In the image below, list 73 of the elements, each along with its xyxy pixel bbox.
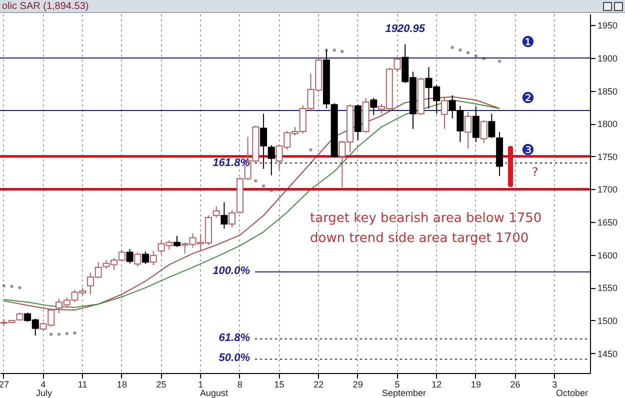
annotation: ? [532, 165, 538, 179]
y-tick-label: 1650 [598, 218, 618, 228]
y-tick-label: 1750 [598, 152, 618, 162]
point [254, 179, 258, 182]
annotation: 1920.95 [385, 23, 426, 36]
point [474, 54, 478, 58]
candlestick [150, 250, 157, 266]
x-tick-label: 11 [78, 380, 88, 390]
candlestick [212, 206, 220, 218]
point [498, 60, 502, 63]
y-tick-label: 1900 [598, 53, 618, 64]
candlestick [480, 120, 488, 144]
point [73, 331, 76, 335]
annotation: 100.0% [212, 265, 250, 277]
annotation: target key bearish area below 1750 [310, 211, 542, 226]
annotation: ❶ [521, 33, 535, 51]
text: September [382, 388, 426, 398]
x-tick-label: 3 [552, 380, 558, 390]
point [18, 286, 22, 290]
point [309, 148, 312, 152]
point [2, 284, 6, 288]
candlestick [134, 252, 142, 268]
point [262, 184, 266, 188]
candlestick [472, 106, 480, 142]
y-tick-label: 1800 [598, 119, 618, 130]
x-tick-label: 4 [40, 380, 46, 390]
x-tick-label: 1 [198, 380, 204, 390]
y-tick-label: 1600 [598, 250, 618, 260]
x-tick-label: 8 [237, 380, 242, 390]
text: July [36, 388, 53, 398]
x-tick-label: 26 [510, 380, 520, 390]
y-tick-label: 1550 [598, 283, 618, 294]
candlestick [228, 210, 236, 228]
x-tick-label: 19 [470, 380, 481, 390]
annotation: 50.0% [218, 352, 250, 364]
y-tick-label: 1850 [598, 86, 618, 96]
annotation: down trend side area target 1700 [310, 231, 529, 246]
x-tick-label: 15 [274, 380, 284, 390]
candlestick [268, 144, 275, 176]
y-tick-label: 1450 [598, 348, 618, 359]
candlestick [488, 113, 496, 139]
candlestick [220, 202, 228, 230]
candlestick [126, 248, 134, 264]
y-tick-label: 1500 [598, 316, 618, 326]
annotation: ❸ [521, 141, 535, 159]
x-tick-label: 18 [116, 380, 127, 390]
text: October [556, 388, 588, 398]
candlestick [142, 251, 150, 265]
x-tick-label: 22 [314, 380, 324, 390]
chart-title: olic SAR (1,894.53) [0, 0, 625, 13]
point [340, 50, 344, 53]
point [450, 46, 454, 50]
candlestick [464, 111, 472, 150]
point [458, 48, 462, 52]
candlestick [370, 98, 378, 116]
y-tick-label: 1950 [598, 20, 618, 31]
annotation: ❷ [521, 89, 535, 107]
point [65, 332, 68, 336]
point [466, 51, 470, 54]
point [10, 284, 14, 288]
x-tick-label: 25 [156, 380, 166, 390]
point [57, 332, 61, 336]
point [50, 332, 53, 336]
text: August [200, 388, 229, 398]
x-tick-label: 12 [432, 380, 442, 390]
candlestick [174, 235, 180, 248]
candlestick [440, 96, 448, 130]
point [332, 48, 336, 52]
candlestick [260, 113, 268, 170]
annotation: 61.8% [218, 332, 250, 344]
x-tick-label: 29 [352, 380, 363, 390]
y-tick-label: 1700 [598, 184, 618, 195]
x-tick-label: 5 [394, 380, 400, 390]
